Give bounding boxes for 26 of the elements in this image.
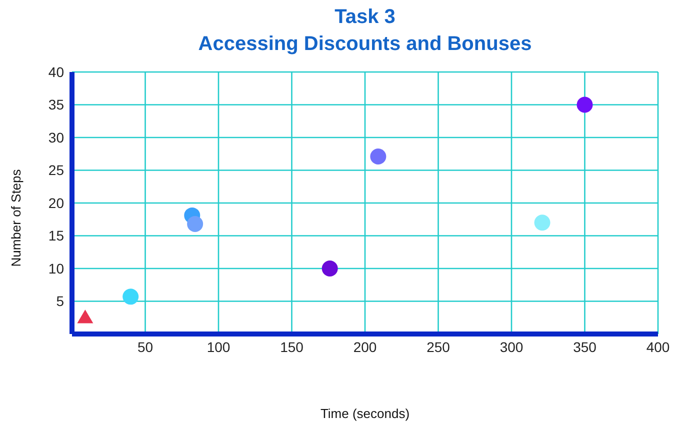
point (576, 96, 593, 113)
point (122, 288, 139, 305)
x-tick-label: 400 (646, 338, 670, 355)
y-tick-label: 10 (48, 260, 64, 276)
x-tick-label: 350 (573, 338, 597, 355)
x-tick-label: 300 (500, 338, 524, 355)
x-tick-label: 200 (353, 338, 377, 355)
point (534, 214, 550, 231)
y-tick-label: 15 (48, 228, 64, 244)
point (187, 216, 204, 232)
x-tick-label: 250 (426, 338, 450, 355)
x-tick-label: 150 (280, 338, 304, 355)
y-tick-label: 40 (48, 64, 64, 80)
y-tick-label: 25 (48, 162, 64, 178)
y-tick-label: 5 (56, 293, 64, 310)
y-axis-title: Number of Steps (8, 169, 24, 267)
point (370, 148, 386, 164)
x-tick-label: 50 (137, 338, 154, 355)
y-tick-label: 30 (48, 129, 64, 146)
x-tick-label: 100 (206, 338, 230, 355)
point (77, 310, 94, 324)
chart-title: Task 3 Accessing Discounts and Bonuses (197, 5, 533, 57)
point (322, 260, 338, 276)
y-tick-label: 20 (48, 194, 64, 211)
x-axis-title: Time (seconds) (319, 406, 411, 421)
y-tick-label: 35 (48, 96, 64, 113)
